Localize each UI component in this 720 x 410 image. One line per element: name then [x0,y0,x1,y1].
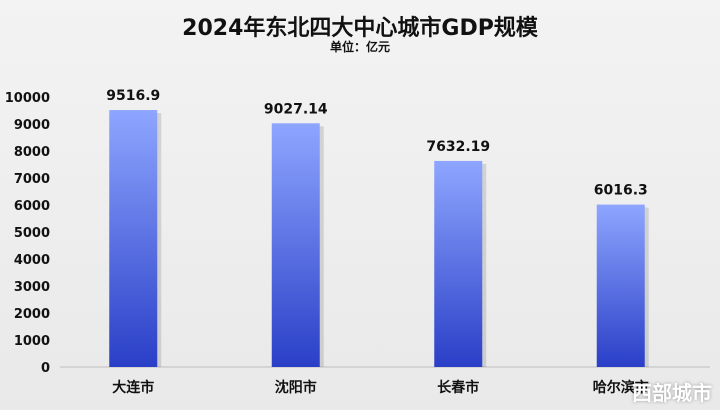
value-label: 6016.3 [594,183,648,199]
bar-4 [596,204,645,367]
category-label: 长春市 [437,379,479,396]
y-tick-label: 5000 [14,226,50,241]
chart-subtitle: 单位：亿元 [329,40,390,54]
y-tick-label: 7000 [14,172,50,187]
value-label: 9027.14 [264,101,328,117]
value-label: 9516.9 [106,88,160,104]
value-label: 7632.19 [426,139,490,155]
y-tick-label: 1000 [14,334,50,349]
y-tick-label: 8000 [14,145,50,160]
y-tick-label: 4000 [14,253,50,268]
watermark-text: 西部城市 [632,381,712,405]
y-tick-label: 3000 [14,280,50,295]
bar-2 [271,123,320,368]
y-tick-label: 0 [41,361,50,376]
category-label: 大连市 [112,379,154,396]
y-tick-label: 10000 [5,91,50,106]
category-label: 沈阳市 [275,379,317,396]
category-label: 哈尔滨市 [593,379,649,396]
chart-title: 2024年东北四大中心城市GDP规模 [182,16,538,41]
y-tick-label: 2000 [14,307,50,322]
bar-1 [109,110,158,367]
y-tick-label: 6000 [14,199,50,214]
bar-3 [434,160,483,367]
y-tick-label: 9000 [14,118,50,133]
